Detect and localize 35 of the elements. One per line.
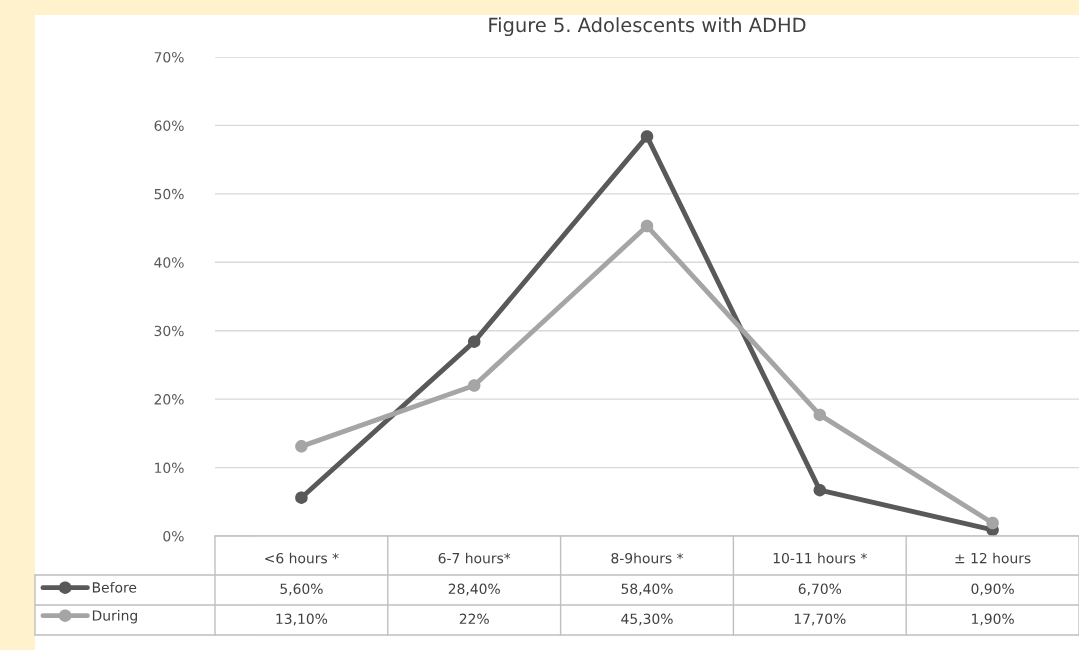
y-tick-label: 10% [155,462,184,474]
data-label: 5,60% [280,583,323,596]
legend-label: Before [92,581,137,593]
x-tick-label: ± 12 hours [955,552,1031,564]
data-label: 17,70% [794,613,846,626]
y-tick-label: 40% [154,257,184,268]
point [640,219,654,233]
y-tick-label: 20% [154,394,184,405]
y-tick-label: 30% [154,325,184,337]
point [813,408,827,422]
data-label: 58,40% [621,583,673,596]
x-tick-label: 6-7 hours* [438,552,511,564]
point [640,130,654,143]
point [467,335,481,348]
point [813,483,827,497]
data-label: 28,40% [448,583,500,596]
x-tick-label: 10-11 hours * [773,552,867,564]
point [467,379,481,392]
y-tick-label: 60% [154,120,184,131]
data-label: 1,90% [972,613,1014,626]
data-label: 45,30% [621,613,673,626]
y-tick-label: 0% [163,530,184,542]
data-label: 6,70% [798,583,842,596]
data-label: 22% [459,613,489,625]
y-tick-label: 50% [154,188,184,200]
x-tick-label: 8-9hours * [611,552,684,564]
y-tick-label: 70% [154,51,184,63]
chart-title: Figure 5. Adolescents with ADHD [489,17,806,37]
point [295,440,308,453]
x-tick-label: <6 hours * [265,552,339,564]
point [295,491,308,504]
legend-label: During [92,609,137,624]
data-label: 0,90% [971,583,1014,596]
point [986,516,999,530]
data-label: 13,10% [276,613,328,626]
